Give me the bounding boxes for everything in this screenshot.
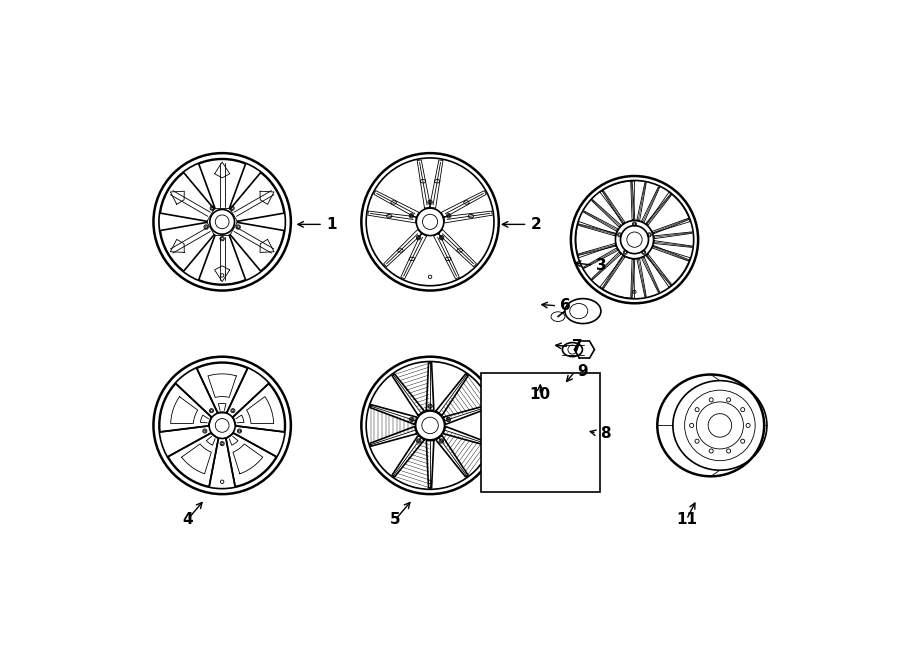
Text: 7: 7 xyxy=(572,339,583,354)
Text: 10: 10 xyxy=(530,387,551,403)
Text: 6: 6 xyxy=(561,298,572,313)
Text: 1: 1 xyxy=(326,217,337,232)
Bar xyxy=(481,373,599,492)
Text: 11: 11 xyxy=(676,512,697,527)
Text: 9: 9 xyxy=(578,364,589,379)
Text: 8: 8 xyxy=(599,426,610,440)
Text: 3: 3 xyxy=(597,258,607,272)
Text: 4: 4 xyxy=(182,512,193,527)
Text: 5: 5 xyxy=(390,512,400,527)
Text: 2: 2 xyxy=(530,217,541,232)
